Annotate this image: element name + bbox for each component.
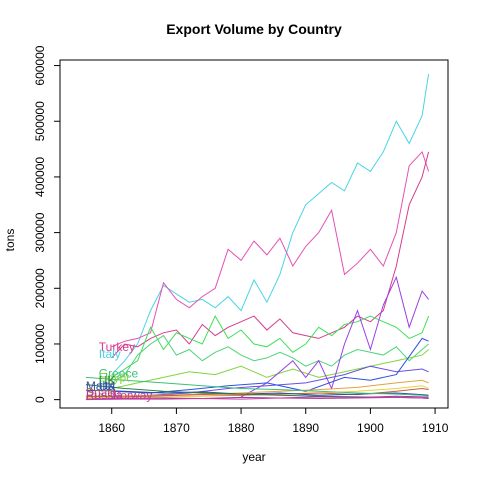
series-line-9 <box>111 337 429 394</box>
series-line-8 <box>111 365 429 399</box>
chart-title: Export Volume by Country <box>166 21 342 37</box>
x-tick-label: 1890 <box>292 421 319 435</box>
inline-label-4: Egypt <box>99 370 130 384</box>
series-line-10 <box>85 379 429 398</box>
x-tick-label: 1910 <box>422 421 449 435</box>
y-tick-label: 400000 <box>33 157 47 197</box>
y-tick-label: 500000 <box>33 101 47 141</box>
series-line-12 <box>85 387 429 398</box>
series-line-4 <box>111 315 430 378</box>
x-tick-label: 1860 <box>98 421 125 435</box>
series-line-13 <box>85 389 429 396</box>
series-line-5 <box>111 334 429 384</box>
x-tick-label: 1880 <box>228 421 255 435</box>
series-line-2 <box>111 150 430 348</box>
series-line-15 <box>85 376 429 397</box>
y-axis-label: tons <box>3 229 17 252</box>
inline-label-2: Italy <box>99 347 121 361</box>
inline-label-8: Spain <box>86 385 117 399</box>
series-line-1 <box>111 73 430 375</box>
inline-label-3: Greece <box>99 366 139 380</box>
inline-label-5: UK <box>99 374 116 388</box>
y-tick-label: 200000 <box>33 268 47 308</box>
inline-label-6: Malta <box>86 379 116 393</box>
x-axis-label: year <box>242 450 265 464</box>
inline-label-9: Russia <box>86 388 123 402</box>
series-line-7 <box>240 275 429 398</box>
series-layer <box>85 73 430 401</box>
x-axis: 1860 1870 1880 1890 1900 1910 <box>98 407 449 435</box>
y-tick-label: 100000 <box>33 324 47 364</box>
x-tick-label: 1870 <box>163 421 190 435</box>
inline-label-10: Norway <box>112 389 153 403</box>
y-tick-label: 0 <box>33 396 47 403</box>
inline-label-1: Turkey <box>99 340 135 354</box>
y-tick-label: 300000 <box>33 212 47 252</box>
x-tick-label: 1900 <box>357 421 384 435</box>
series-line-17 <box>85 396 429 401</box>
series-line-6 <box>111 349 429 389</box>
series-line-3 <box>111 151 430 359</box>
inline-label-7: UK <box>99 380 116 394</box>
y-tick-label: 600000 <box>33 45 47 85</box>
y-axis: 0 100000 200000 300000 400000 500000 600000 <box>33 45 61 403</box>
